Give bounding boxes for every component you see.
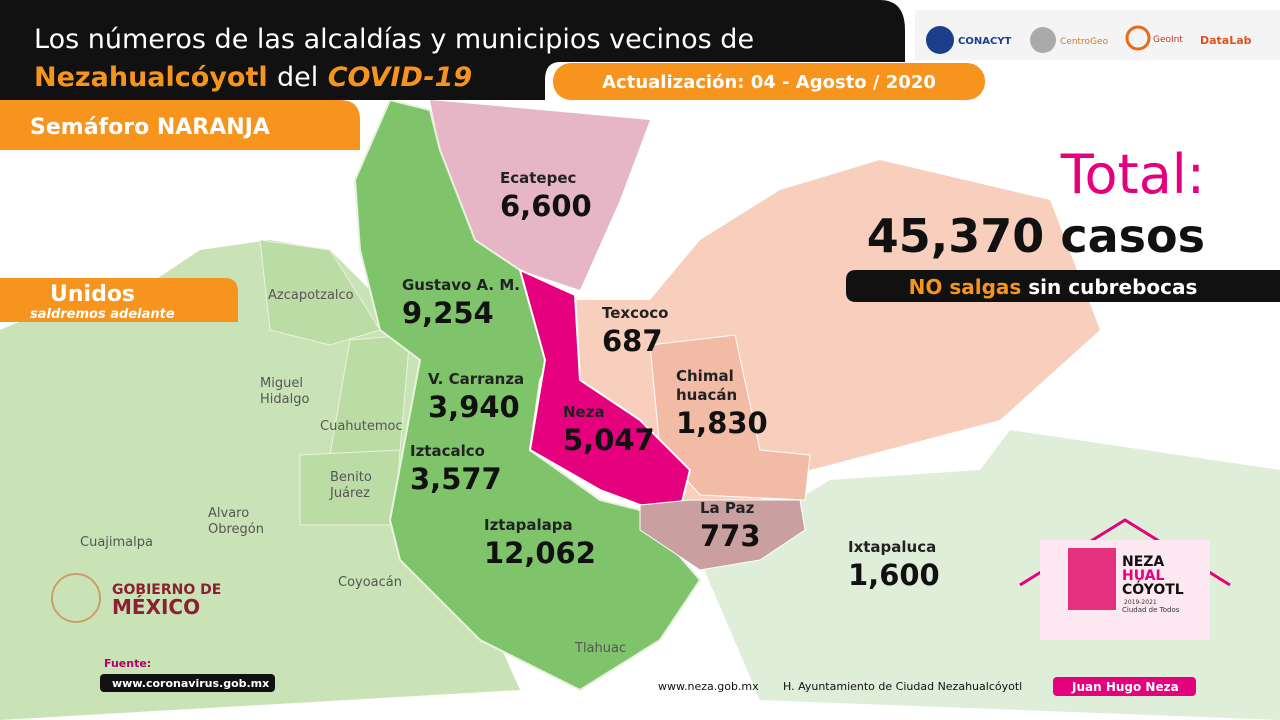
area-name: Benito (330, 470, 372, 485)
region-name: Iztapalapa (484, 516, 573, 534)
logo-icon (1030, 27, 1056, 53)
brand-period: 2019-2021 (1124, 599, 1157, 606)
update: Actualización: 04 - Agosto / 2020 (602, 72, 936, 93)
logo: CONACYT (958, 36, 1012, 47)
gov-seal (51, 573, 101, 623)
source-pill (100, 674, 275, 692)
motto-line1: Unidos (50, 282, 135, 307)
logo-bar (915, 10, 1280, 60)
header-band (0, 0, 905, 100)
area-name: Tlahuac (574, 641, 626, 656)
ixtapaluca-area (700, 430, 1280, 720)
region-name: Neza (563, 403, 605, 421)
region-cases: 773 (700, 519, 761, 553)
region-name: Ecatepec (500, 169, 576, 187)
warning-emphasis: NO salgas (909, 275, 1022, 299)
region-cases: 1,600 (848, 558, 940, 592)
brand-icon (1068, 548, 1116, 610)
region-cases: 3,577 (410, 462, 502, 496)
source-label: Fuente: (104, 657, 151, 670)
area-name: Obregón (208, 522, 264, 537)
area-name: Cuahutemoc (320, 419, 403, 434)
region-name: Chimal (676, 367, 734, 385)
total-value: 45,370 casos (867, 209, 1205, 263)
alert: Semáforo NARANJA (30, 115, 270, 140)
ecatepec-area (430, 100, 650, 290)
region-name: Texcoco (602, 304, 668, 322)
area-name: Alvaro (208, 506, 249, 521)
footer-council: H. Ayuntamiento de Ciudad Nezahualcóyotl (783, 680, 1022, 693)
area-name: Miguel (260, 376, 303, 391)
area-name: Cuajimalpa (80, 535, 153, 550)
logo: DataLab (1200, 34, 1252, 47)
logo: CentroGeo (1060, 37, 1109, 47)
area-name: Hidalgo (260, 392, 309, 407)
brand-line: HUAL (1122, 568, 1164, 584)
region-name: Gustavo A. M. (402, 276, 520, 294)
warning-band (846, 270, 1280, 302)
total-label: Total: (1060, 143, 1205, 206)
brand-line: NEZA (1122, 554, 1164, 570)
warning: NO salgas sin cubrebocas (909, 275, 1198, 299)
region-labels: Ecatepec 6,600 Gustavo A. M. 9,254 V. Carran… (402, 169, 940, 592)
update-pill (553, 63, 985, 100)
brand-tagline: Ciudad de Todos (1122, 606, 1180, 614)
warning-rest: sin cubrebocas (1028, 275, 1197, 299)
region-cases: 5,047 (563, 423, 655, 457)
title-disease: COVID-19 (328, 62, 472, 93)
motto-line2: saldremos adelante (30, 307, 175, 322)
area-name: Coyoacán (338, 575, 402, 590)
region-cases: 6,600 (500, 189, 592, 223)
region-name: La Paz (700, 499, 755, 517)
title-place: Nezahualcóyotl (34, 62, 268, 93)
area-name: Juárez (329, 486, 370, 501)
region-cases: 12,062 (484, 536, 596, 570)
logo-icon (926, 26, 954, 54)
area-name: Azcapotzalco (268, 288, 354, 303)
title-joiner: del (277, 62, 318, 93)
logo-icon (1125, 25, 1151, 51)
region-cases: 3,940 (428, 390, 520, 424)
region-name: huacán (676, 386, 737, 404)
region-name: Ixtapaluca (848, 538, 936, 556)
source-url: www.coronavirus.gob.mx (112, 677, 269, 690)
region-cases: 1,830 (676, 406, 768, 440)
region-name: Iztacalco (410, 442, 485, 460)
footer-mayor: Juan Hugo Neza (1071, 680, 1179, 694)
region-name: V. Carranza (428, 370, 524, 388)
gov-line2: MÉXICO (112, 595, 200, 619)
region-cases: 9,254 (402, 296, 494, 330)
footer-site: www.neza.gob.mx (658, 680, 759, 693)
gov-line1: GOBIERNO DE (112, 582, 221, 598)
title-line2: Nezahualcóyotl del COVID-19 (34, 62, 472, 93)
region-cases: 687 (602, 324, 663, 358)
lapaz-area (639, 499, 806, 571)
brand-line: CÓYOTL (1122, 580, 1184, 598)
motto-box (0, 278, 238, 322)
area (259, 239, 381, 346)
alert-box (0, 100, 360, 150)
title-line1: Los números de las alcaldías y municipio… (34, 24, 754, 55)
mayor-pill (1053, 677, 1196, 696)
logo: GeoInt (1153, 35, 1183, 45)
